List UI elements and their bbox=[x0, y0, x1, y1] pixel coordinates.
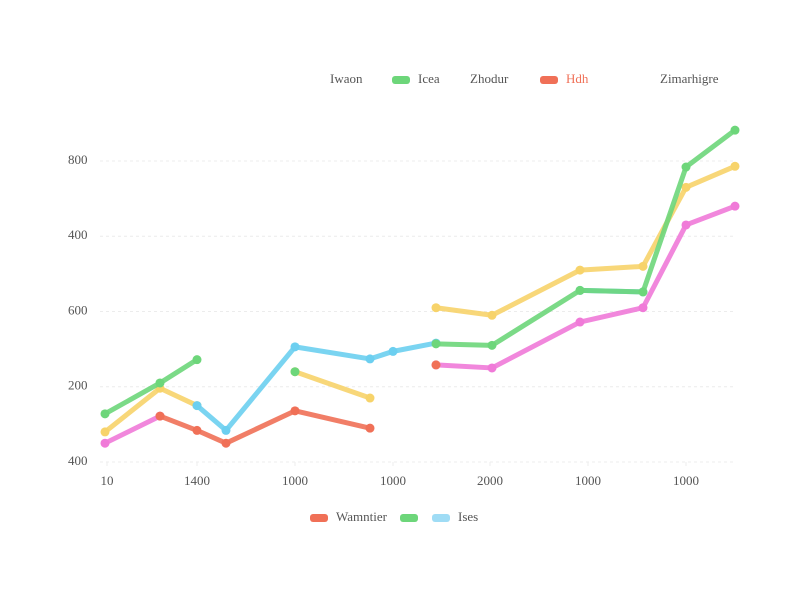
data-point bbox=[192, 355, 202, 365]
data-point bbox=[388, 346, 398, 356]
data-point bbox=[638, 303, 648, 313]
legend-swatch bbox=[392, 76, 410, 84]
data-point bbox=[221, 425, 231, 435]
data-point bbox=[100, 427, 110, 437]
data-point bbox=[638, 261, 648, 271]
data-point bbox=[221, 438, 231, 448]
series-line bbox=[102, 127, 738, 417]
data-point bbox=[155, 411, 165, 421]
legend-label: Ises bbox=[458, 509, 478, 524]
series-line bbox=[102, 163, 738, 435]
data-point bbox=[192, 425, 202, 435]
x-tick-label: 1000 bbox=[282, 473, 308, 488]
data-point bbox=[365, 354, 375, 364]
data-point bbox=[100, 409, 110, 419]
data-point bbox=[431, 303, 441, 313]
data-point bbox=[681, 162, 691, 172]
data-point bbox=[155, 378, 165, 388]
x-tick-label: 2000 bbox=[477, 473, 503, 488]
legend-label: Iwaon bbox=[330, 71, 363, 86]
data-point bbox=[487, 340, 497, 350]
legend-label: Icea bbox=[418, 71, 440, 86]
legend-swatch bbox=[432, 514, 450, 522]
legend-label: Zhodur bbox=[470, 71, 509, 86]
data-point bbox=[192, 401, 202, 411]
legend-label: Wamntier bbox=[336, 509, 388, 524]
data-point bbox=[431, 360, 441, 370]
y-tick-label: 400 bbox=[68, 453, 88, 468]
data-point bbox=[575, 317, 585, 327]
data-point bbox=[431, 339, 441, 349]
data-point bbox=[681, 220, 691, 230]
data-point bbox=[575, 265, 585, 275]
x-tick-label: 1000 bbox=[673, 473, 699, 488]
x-tick-label: 1000 bbox=[380, 473, 406, 488]
data-point bbox=[365, 393, 375, 403]
y-tick-label: 400 bbox=[68, 227, 88, 242]
y-tick-label: 200 bbox=[68, 378, 88, 393]
data-point bbox=[290, 406, 300, 416]
series-line bbox=[102, 203, 738, 446]
x-tick-label: 10 bbox=[101, 473, 114, 488]
data-point bbox=[365, 423, 375, 433]
legend-swatch bbox=[400, 514, 418, 522]
legend-label: Hdh bbox=[566, 71, 589, 86]
data-point bbox=[575, 285, 585, 295]
legend-swatch bbox=[540, 76, 558, 84]
y-tick-label: 800 bbox=[68, 152, 88, 167]
legend-label: Zimarhigre bbox=[660, 71, 719, 86]
data-point bbox=[730, 125, 740, 135]
data-point bbox=[487, 310, 497, 320]
x-tick-label: 1400 bbox=[184, 473, 210, 488]
series-line bbox=[160, 365, 436, 443]
data-point bbox=[290, 342, 300, 352]
x-tick-label: 1000 bbox=[575, 473, 601, 488]
data-point bbox=[100, 438, 110, 448]
data-point bbox=[487, 363, 497, 373]
data-point bbox=[290, 367, 300, 377]
data-point bbox=[681, 182, 691, 192]
data-point bbox=[730, 201, 740, 211]
y-tick-label: 600 bbox=[68, 302, 88, 317]
data-point bbox=[638, 287, 648, 297]
data-point bbox=[730, 161, 740, 171]
legend-swatch bbox=[310, 514, 328, 522]
